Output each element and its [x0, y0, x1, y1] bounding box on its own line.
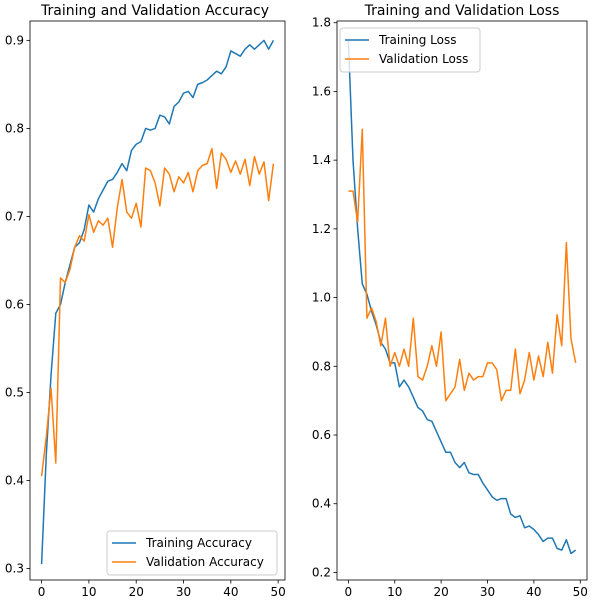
accuracy-x-tick-label: 0	[38, 585, 46, 599]
loss-axes-frame	[336, 20, 588, 581]
loss-x-tick-label: 40	[526, 585, 541, 599]
legend-training-accuracy-label: Training Accuracy	[145, 536, 252, 550]
loss-y-tick-label: 0.2	[312, 565, 331, 579]
loss-y-tick-label: 1.2	[312, 222, 331, 236]
accuracy-series-training-line	[40, 39, 275, 565]
loss-x-tick-label: 30	[480, 585, 495, 599]
loss-series-validation-line	[348, 128, 577, 402]
loss-legend-box	[339, 27, 481, 73]
loss-y-tick-label: 1.8	[312, 16, 331, 30]
loss-y-tick-label: 1.0	[312, 291, 331, 305]
accuracy-y-tick-label: 0.6	[5, 297, 24, 311]
loss-x-tick-label: 20	[433, 585, 448, 599]
legend-training-loss-label: Training Loss	[378, 33, 456, 47]
loss-chart: Training and Validation Loss 0 10 20 30 40 50…	[312, 3, 588, 599]
accuracy-legend: Training Accuracy Validation Accuracy	[106, 530, 278, 576]
accuracy-x-tick-label: 30	[176, 585, 191, 599]
accuracy-x-tick-label: 20	[129, 585, 144, 599]
loss-x-tick-label: 0	[345, 585, 353, 599]
accuracy-axes-frame	[29, 20, 286, 581]
accuracy-chart-title: Training and Validation Accuracy	[40, 3, 269, 19]
accuracy-legend-box	[106, 530, 278, 576]
loss-series-training-line	[347, 39, 577, 555]
loss-x-tick-label: 50	[573, 585, 588, 599]
loss-plot-area: 0 10 20 30 40 50 0.2 0.4 0.6 0.8 1.0 1.2 1.4 1.6 1.8	[312, 16, 588, 599]
loss-y-tick-label: 1.4	[312, 153, 331, 167]
loss-y-tick-label: 0.4	[312, 497, 331, 511]
accuracy-x-tick-label: 40	[223, 585, 238, 599]
loss-y-tick-label: 1.6	[312, 84, 331, 98]
legend-validation-accuracy-label: Validation Accuracy	[146, 555, 264, 569]
loss-y-tick-label: 0.6	[312, 428, 331, 442]
accuracy-x-tick-label: 10	[81, 585, 96, 599]
accuracy-y-tick-label: 0.9	[5, 33, 24, 47]
accuracy-series-validation-line	[40, 147, 275, 477]
accuracy-y-tick-label: 0.3	[5, 562, 24, 576]
accuracy-y-tick-label: 0.8	[5, 121, 24, 135]
loss-x-tick-label: 10	[387, 585, 402, 599]
loss-chart-title: Training and Validation Loss	[364, 3, 560, 19]
accuracy-chart: Training and Validation Accuracy 0 10 20 30…	[5, 3, 286, 599]
accuracy-y-tick-label: 0.5	[5, 385, 24, 399]
accuracy-y-tick-label: 0.4	[5, 474, 24, 488]
accuracy-x-tick-label: 50	[270, 585, 285, 599]
loss-y-tick-label: 0.8	[312, 359, 331, 373]
legend-validation-loss-label: Validation Loss	[379, 52, 468, 66]
accuracy-y-tick-label: 0.7	[5, 209, 24, 223]
loss-legend: Training Loss Validation Loss	[339, 27, 481, 73]
accuracy-plot-area: 0 10 20 30 40 50 0.3 0.4 0.5 0.6 0.7 0.8 0.9	[5, 20, 286, 599]
